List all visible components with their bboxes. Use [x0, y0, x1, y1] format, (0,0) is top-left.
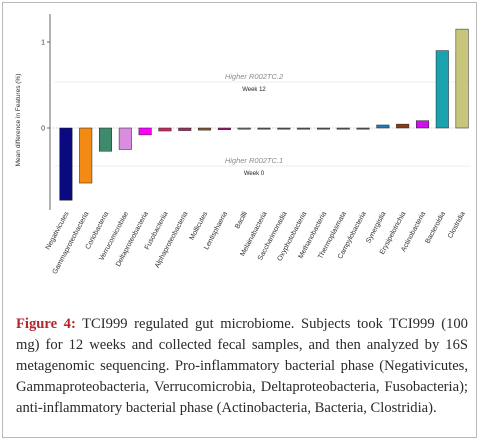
caption-label: Figure 4:	[16, 316, 76, 332]
y-tick-label: 0	[41, 126, 45, 133]
annotation-week-label: Week 0	[244, 171, 265, 177]
category-label: Bacteroidia	[424, 211, 447, 245]
bar-actinobacteria	[415, 120, 429, 129]
bar-synergistia	[376, 124, 390, 129]
bar-clostridia	[455, 28, 469, 129]
bar-bacilli	[237, 127, 251, 130]
annotation-week-label: Week 12	[242, 87, 266, 93]
annotation-group-label: Higher R002TC.2	[225, 72, 284, 81]
annotation-group-label: Higher R002TC.1	[225, 156, 283, 165]
bar-thermoplasmata	[336, 127, 350, 130]
bar-saccharimonadia	[277, 127, 291, 130]
category-label: Synergistia	[365, 211, 387, 245]
category-label: Gammaproteobacteria	[52, 211, 91, 276]
bar-coriobacteria	[99, 127, 113, 152]
figure-caption: Figure 4: TCI999 regulated gut microbiom…	[16, 314, 468, 419]
plot-panel	[28, 14, 473, 210]
bar-methanobacteria	[316, 127, 330, 130]
y-axis-label: Mean difference in Features (%)	[15, 74, 22, 167]
bar-lentisphaeria	[217, 127, 231, 130]
category-label: Mollicutes	[189, 210, 210, 241]
bar-campylobacteria	[356, 127, 370, 130]
bar-verrucomicrobiae	[118, 127, 132, 150]
bar-oxyphotobacteria	[297, 127, 311, 130]
bar-melainabacteria	[257, 127, 271, 130]
bar-alphaproteobacteria	[178, 127, 192, 131]
category-label: Clostridia	[447, 211, 467, 240]
bar-erysipelotrichia	[396, 123, 410, 129]
bar-bacteroidia	[435, 50, 449, 129]
bar-mollicutes	[198, 127, 212, 131]
caption-text: TCI999 regulated gut microbiome. Subject…	[16, 316, 468, 416]
bar-gammaproteobacteria	[79, 127, 93, 184]
bar-deltaproteobacteria	[138, 127, 152, 136]
bar-fusobacteriia	[158, 127, 172, 132]
chart: Mean difference in Features (%) 0 1 Highe…	[15, 14, 473, 276]
y-tick-label: 1	[41, 40, 45, 47]
bar-negativicutes	[59, 127, 73, 201]
category-label: Bacilli	[234, 210, 249, 230]
